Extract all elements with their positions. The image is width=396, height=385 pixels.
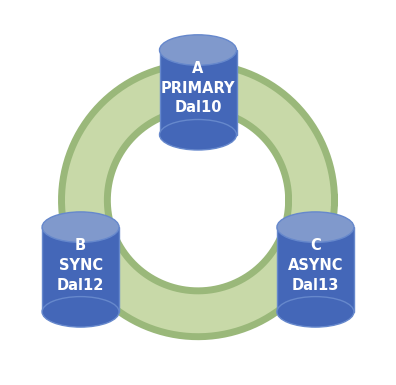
Ellipse shape — [160, 119, 236, 150]
Ellipse shape — [42, 296, 119, 327]
FancyBboxPatch shape — [277, 227, 354, 312]
Ellipse shape — [277, 212, 354, 243]
Text: A
PRIMARY
Dal10: A PRIMARY Dal10 — [161, 61, 235, 116]
Ellipse shape — [277, 296, 354, 327]
Ellipse shape — [42, 212, 119, 243]
Text: C
ASYNC
Dal13: C ASYNC Dal13 — [287, 238, 343, 293]
FancyBboxPatch shape — [42, 227, 119, 312]
FancyBboxPatch shape — [160, 50, 236, 135]
Text: B
SYNC
Dal12: B SYNC Dal12 — [57, 238, 104, 293]
Ellipse shape — [160, 35, 236, 65]
